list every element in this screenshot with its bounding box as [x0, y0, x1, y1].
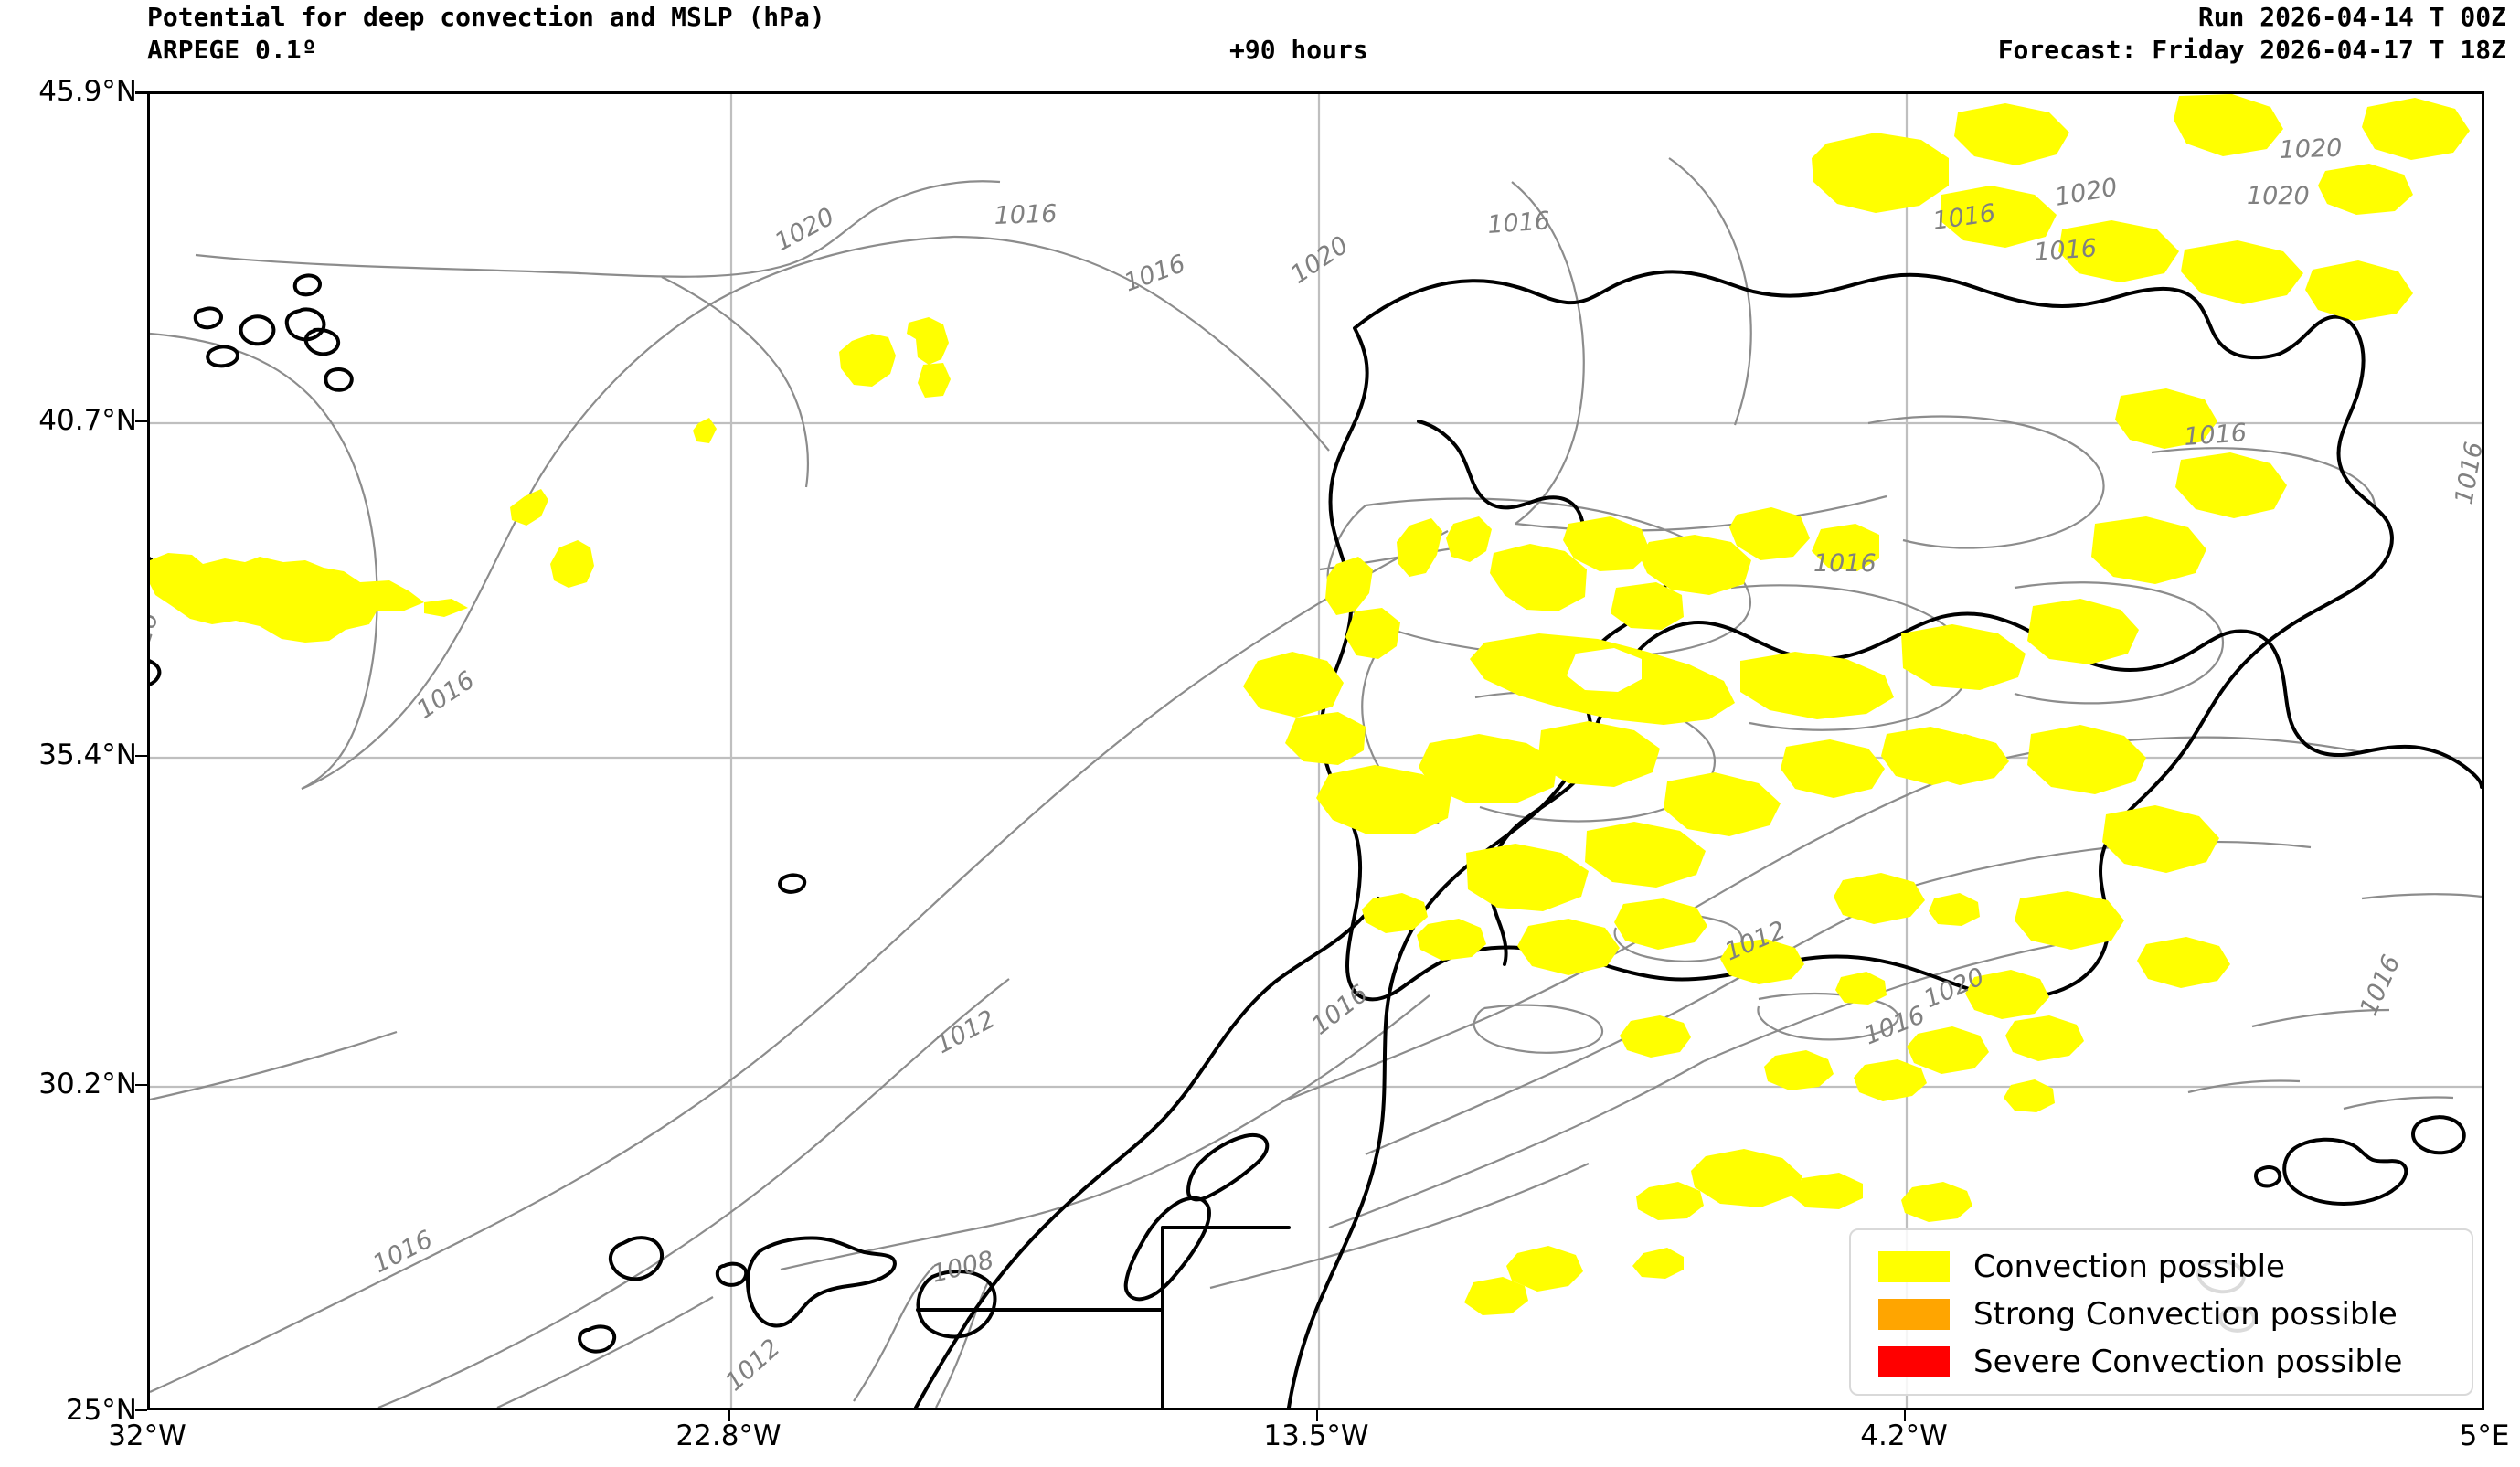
isobar-label-1016: 1016: [1121, 250, 1189, 298]
isobar-label-1016: 1016: [2355, 951, 2406, 1019]
y-tick-mark: [135, 1084, 147, 1086]
legend-label-strong-convection: Strong Convection possible: [1973, 1296, 2398, 1333]
isobar-contours: [150, 157, 2482, 1408]
y-tick-label-40-7: 40.7°N: [38, 404, 137, 437]
map-plot-area[interactable]: 1016 1020 1020 1016 1016 1016 1016 1020 …: [147, 91, 2484, 1410]
legend[interactable]: Convection possible Strong Convection po…: [1849, 1228, 2473, 1396]
isobar-label-1020: 1020: [2053, 173, 2120, 211]
isobar-label-1020: 1020: [771, 203, 839, 258]
isobar-label-1016: 1016: [1306, 980, 1373, 1041]
isobar-label-1016: 1016: [412, 666, 480, 725]
isobar-label-1016: 1016: [1813, 549, 1877, 578]
legend-swatch-severe-convection: [1878, 1346, 1950, 1377]
y-tick-mark: [135, 91, 147, 94]
x-tick-label-5e: 5°E: [2459, 1419, 2510, 1452]
y-tick-label-45-9: 45.9°N: [38, 75, 137, 108]
x-tick-label-4-2w: 4.2°W: [1860, 1419, 1948, 1452]
map-canvas: 1016 1020 1020 1016 1016 1016 1016 1020 …: [150, 94, 2482, 1408]
legend-row-convection[interactable]: Convection possible: [1866, 1243, 2457, 1291]
isobar-label-1016: 1016: [2450, 440, 2482, 506]
isobar-label-1016: 1016: [1486, 207, 1551, 239]
forecast-time-label: Forecast: Friday 2026-04-17 T 18Z: [1997, 35, 2506, 65]
legend-row-strong-convection[interactable]: Strong Convection possible: [1866, 1291, 2457, 1338]
chart-title: Potential for deep convection and MSLP (…: [147, 2, 825, 32]
x-tick-mark: [728, 1410, 730, 1421]
legend-row-severe-convection[interactable]: Severe Convection possible: [1866, 1338, 2457, 1386]
legend-swatch-convection: [1878, 1251, 1950, 1282]
y-tick-mark: [135, 755, 147, 757]
y-tick-label-30-2: 30.2°N: [38, 1068, 137, 1100]
run-time-label: Run 2026-04-14 T 00Z: [2197, 2, 2506, 32]
x-tick-label-22-8w: 22.8°W: [675, 1419, 782, 1452]
lead-time-label: +90 hours: [1229, 35, 1368, 65]
convection-shading: [150, 94, 2470, 1315]
x-tick-label-13-5w: 13.5°W: [1263, 1419, 1369, 1452]
legend-label-convection: Convection possible: [1973, 1249, 2285, 1285]
isobar-label-1016: 1016: [994, 200, 1058, 230]
y-tick-label-35-4: 35.4°N: [38, 739, 137, 771]
isobar-label-1016: 1016: [2183, 419, 2248, 452]
y-tick-mark: [135, 1409, 147, 1411]
isobar-label-1020: 1020: [2279, 134, 2343, 165]
x-tick-mark: [1316, 1410, 1318, 1421]
x-tick-mark: [1904, 1410, 1906, 1421]
y-tick-mark: [135, 420, 147, 422]
isobar-label-1016: 1016: [2033, 234, 2098, 267]
isobar-label-1020: 1020: [2247, 182, 2310, 210]
model-label: ARPEGE 0.1º: [147, 35, 317, 65]
y-tick-label-25: 25°N: [65, 1394, 137, 1427]
legend-label-severe-convection: Severe Convection possible: [1973, 1344, 2403, 1380]
x-tick-label-32w: 32°W: [108, 1419, 186, 1452]
legend-swatch-strong-convection: [1878, 1299, 1950, 1330]
isobar-label-1012: 1012: [720, 1334, 786, 1397]
